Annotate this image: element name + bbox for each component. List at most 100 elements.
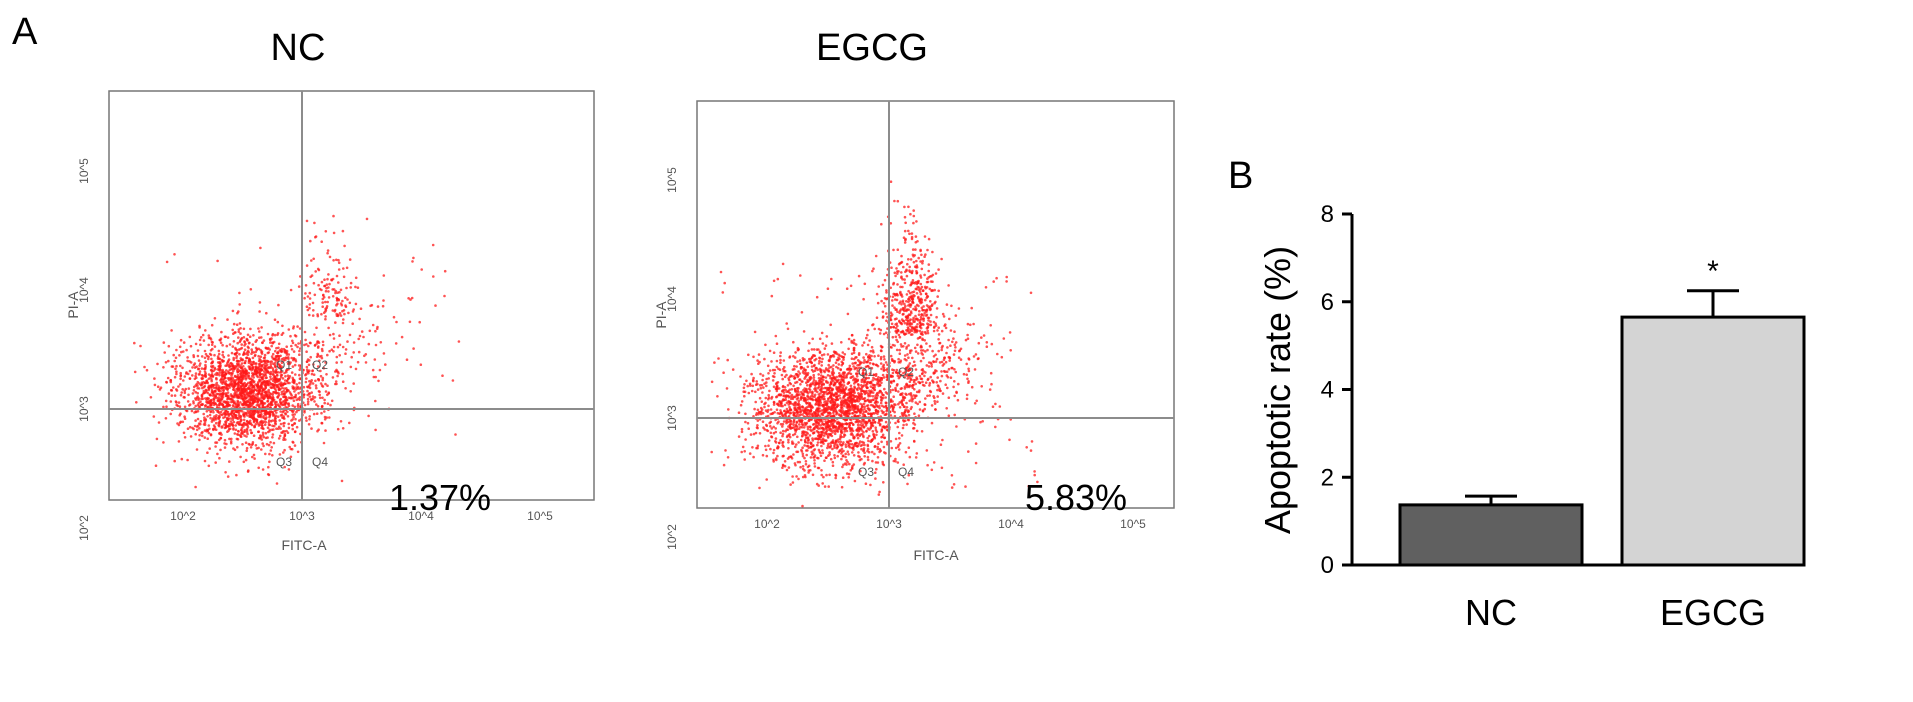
cell-event — [250, 416, 254, 419]
cell-event — [844, 445, 848, 449]
cell-event — [252, 334, 255, 337]
cell-event — [257, 446, 260, 450]
cell-event — [936, 400, 939, 404]
cell-event — [165, 405, 168, 409]
cell-event — [311, 301, 315, 305]
cell-event — [817, 437, 820, 441]
cell-event — [799, 438, 803, 442]
cell-event — [758, 396, 762, 400]
cell-event — [331, 295, 335, 298]
cell-event — [207, 377, 211, 381]
cell-event — [260, 382, 264, 385]
cell-event — [250, 363, 254, 367]
cell-event — [259, 420, 263, 424]
cell-event — [284, 356, 288, 360]
cell-event — [787, 447, 790, 450]
cell-event — [793, 364, 796, 368]
cell-event — [208, 352, 212, 356]
cell-event — [903, 354, 907, 357]
cell-event — [921, 409, 925, 413]
cell-event — [315, 412, 319, 416]
cell-event — [795, 380, 799, 384]
cell-event — [231, 414, 234, 417]
cell-event — [794, 395, 797, 399]
cell-event — [305, 305, 309, 309]
y-axis-label: PI-A — [65, 291, 81, 319]
cell-event — [871, 459, 874, 463]
cell-event — [219, 379, 222, 382]
cell-event — [900, 434, 904, 437]
cell-event — [937, 338, 940, 341]
cell-event — [231, 345, 235, 348]
cell-event — [947, 414, 951, 418]
cell-event — [305, 368, 309, 372]
cell-event — [226, 391, 230, 394]
cell-event — [239, 435, 242, 438]
cell-event — [267, 388, 271, 392]
cell-event — [357, 337, 361, 341]
cell-event — [852, 390, 855, 394]
cell-event — [795, 397, 799, 401]
cell-event — [928, 384, 931, 387]
cell-event — [194, 419, 197, 422]
cell-event — [190, 409, 194, 413]
cell-event — [252, 351, 256, 354]
cell-event — [327, 296, 331, 299]
cell-event — [774, 430, 778, 434]
cell-event — [244, 422, 248, 426]
cell-event — [183, 417, 187, 421]
cell-event — [321, 376, 325, 380]
cell-event — [754, 383, 758, 387]
cell-event — [162, 341, 166, 344]
cell-event — [823, 459, 826, 463]
cell-event — [339, 420, 343, 423]
cell-event — [310, 274, 314, 277]
cell-event — [890, 380, 893, 384]
cell-event — [335, 361, 339, 364]
cell-event — [762, 426, 765, 430]
cell-event — [884, 391, 888, 394]
cell-event — [825, 379, 828, 383]
cell-event — [261, 433, 265, 437]
cell-event — [342, 267, 345, 270]
cell-event — [246, 470, 250, 473]
cell-event — [864, 360, 868, 364]
x-tick-label: 10^4 — [408, 509, 434, 523]
cell-event — [879, 357, 883, 361]
cell-event — [863, 461, 866, 465]
cell-event — [816, 434, 820, 438]
cell-event — [407, 297, 410, 300]
cell-event — [808, 341, 811, 345]
cell-event — [863, 405, 866, 409]
cell-event — [255, 404, 259, 407]
cell-event — [772, 460, 775, 463]
cell-event — [316, 340, 319, 343]
cell-event — [294, 373, 297, 376]
cell-event — [793, 356, 797, 359]
cell-event — [813, 387, 816, 391]
cell-event — [325, 373, 328, 376]
cell-event — [210, 398, 213, 402]
cell-event — [209, 376, 212, 379]
cell-event — [815, 409, 818, 412]
cell-event — [824, 390, 828, 394]
y-tick-label: 10^5 — [77, 158, 91, 184]
cell-event — [772, 385, 776, 389]
cell-event — [789, 397, 793, 401]
cell-event — [209, 374, 212, 377]
cell-event — [881, 411, 884, 415]
cell-event — [836, 430, 840, 433]
cell-event — [172, 353, 175, 357]
cell-event — [820, 374, 823, 377]
cell-event — [252, 360, 255, 364]
cell-event — [840, 360, 844, 364]
cell-event — [856, 407, 859, 411]
cell-event — [810, 348, 814, 351]
cell-event — [170, 394, 174, 397]
cell-event — [832, 364, 835, 367]
cell-event — [251, 343, 255, 346]
cell-event — [912, 378, 916, 382]
cell-event — [192, 389, 196, 392]
cell-event — [838, 427, 841, 431]
cell-event — [780, 411, 783, 415]
